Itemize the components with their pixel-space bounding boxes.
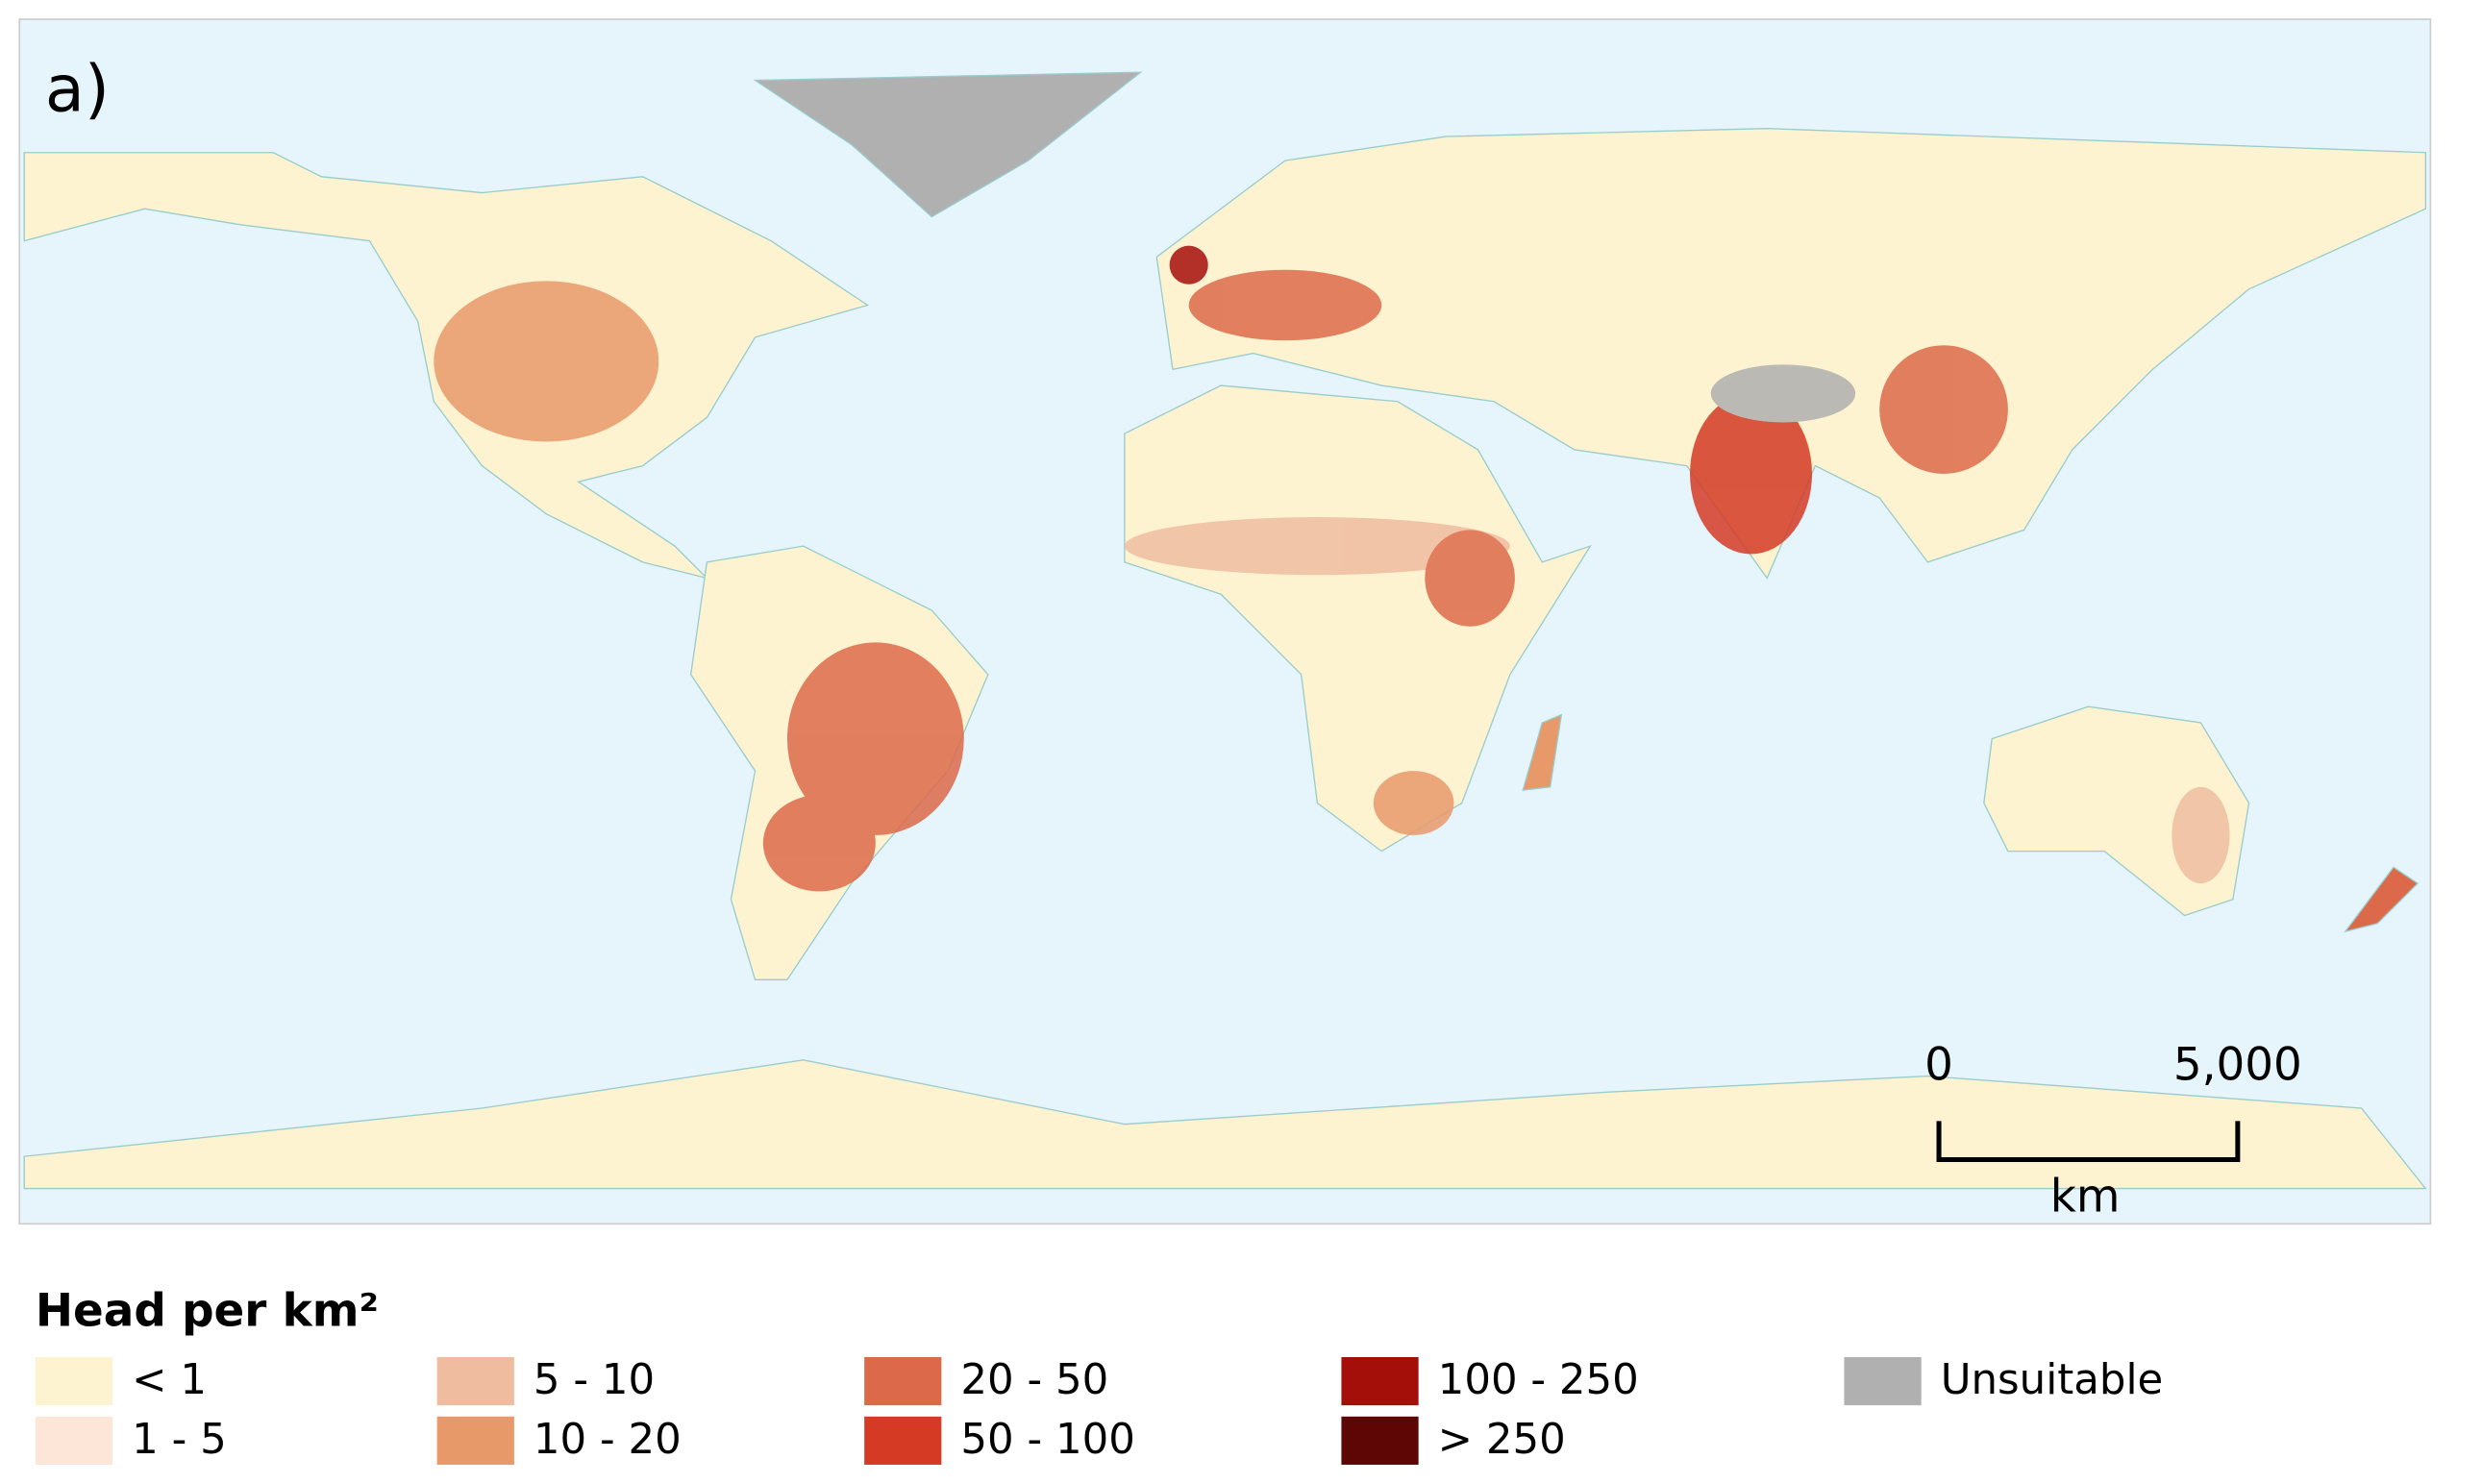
scale-start: 0 — [1924, 1040, 1953, 1092]
legend-swatch — [436, 1416, 514, 1465]
legend-swatch — [436, 1356, 514, 1406]
scale-end: 5,000 — [2173, 1040, 2302, 1092]
unsuitable-area — [1710, 364, 1856, 423]
eurasia — [1155, 128, 2427, 580]
density-area — [1169, 245, 1208, 284]
scale-unit: km — [2050, 1172, 2121, 1224]
scale-bar: 0 5,000 km — [1924, 1040, 2302, 1224]
legend-label: 100 - 250 — [1438, 1356, 1639, 1404]
legend-label: 1 - 5 — [132, 1416, 227, 1464]
legend-swatch — [1341, 1356, 1419, 1406]
legend: < 1 1 - 5 5 - 10 10 - 20 20 - 50 50 - 100 100 … — [35, 1356, 2164, 1465]
legend-label: < 1 — [132, 1356, 207, 1404]
legend-swatch — [35, 1356, 113, 1406]
greenland — [753, 71, 1143, 218]
madagascar — [1522, 713, 1563, 791]
density-area — [1425, 530, 1515, 627]
density-area — [2172, 786, 2230, 884]
legend-label: 20 - 50 — [960, 1356, 1108, 1404]
new-zealand — [2344, 866, 2420, 933]
africa — [1124, 384, 1592, 853]
density-area — [1188, 269, 1382, 341]
legend-label: Unsuitable — [1941, 1356, 2164, 1404]
legend-swatch — [864, 1356, 942, 1406]
legend-swatch — [864, 1416, 942, 1465]
density-area — [1690, 393, 1813, 555]
legend-swatch — [1341, 1416, 1419, 1465]
legend-swatch — [1844, 1356, 1922, 1406]
legend-swatch — [35, 1416, 113, 1465]
antarctica — [23, 1059, 2427, 1190]
legend-title: Head per km² — [36, 1285, 379, 1337]
density-area — [1373, 771, 1454, 835]
density-areas — [434, 245, 2230, 892]
legend-label: 10 - 20 — [534, 1416, 682, 1464]
density-area — [1124, 517, 1510, 576]
density-area — [434, 281, 659, 442]
density-area — [762, 795, 876, 892]
panel-label: a) — [45, 51, 110, 126]
legend-label: 5 - 10 — [534, 1356, 655, 1404]
legend-label: 50 - 100 — [960, 1416, 1134, 1464]
density-area — [1879, 345, 2008, 474]
legend-label: > 250 — [1438, 1416, 1566, 1464]
density-area — [786, 642, 964, 835]
scale-line — [1936, 1121, 2241, 1162]
